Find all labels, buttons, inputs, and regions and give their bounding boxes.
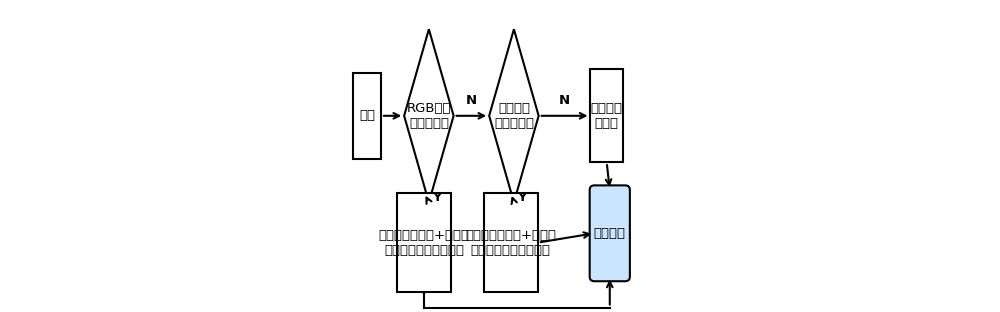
FancyBboxPatch shape — [484, 193, 538, 292]
Polygon shape — [404, 29, 454, 202]
Text: 开始: 开始 — [359, 109, 375, 122]
Text: 格雷码时
间编码: 格雷码时 间编码 — [591, 102, 623, 130]
Text: N: N — [466, 94, 477, 107]
FancyBboxPatch shape — [590, 185, 630, 281]
Text: 格雷码空间编码+多频彩
色空间编码（两通道）: 格雷码空间编码+多频彩 色空间编码（两通道） — [465, 229, 556, 256]
FancyBboxPatch shape — [590, 69, 623, 162]
Text: N: N — [559, 94, 570, 107]
Text: Y: Y — [432, 191, 441, 204]
FancyBboxPatch shape — [397, 193, 451, 292]
Text: RGB通道
是否均可用: RGB通道 是否均可用 — [407, 102, 451, 130]
Polygon shape — [489, 29, 539, 202]
Text: Y: Y — [517, 191, 526, 204]
Text: 编码结束: 编码结束 — [594, 227, 626, 240]
FancyBboxPatch shape — [353, 72, 381, 159]
Text: 是否有两
个通道可用: 是否有两 个通道可用 — [494, 102, 534, 130]
Text: 格雷码空间编码+多频彩
色空间编码（三通道）: 格雷码空间编码+多频彩 色空间编码（三通道） — [379, 229, 470, 256]
